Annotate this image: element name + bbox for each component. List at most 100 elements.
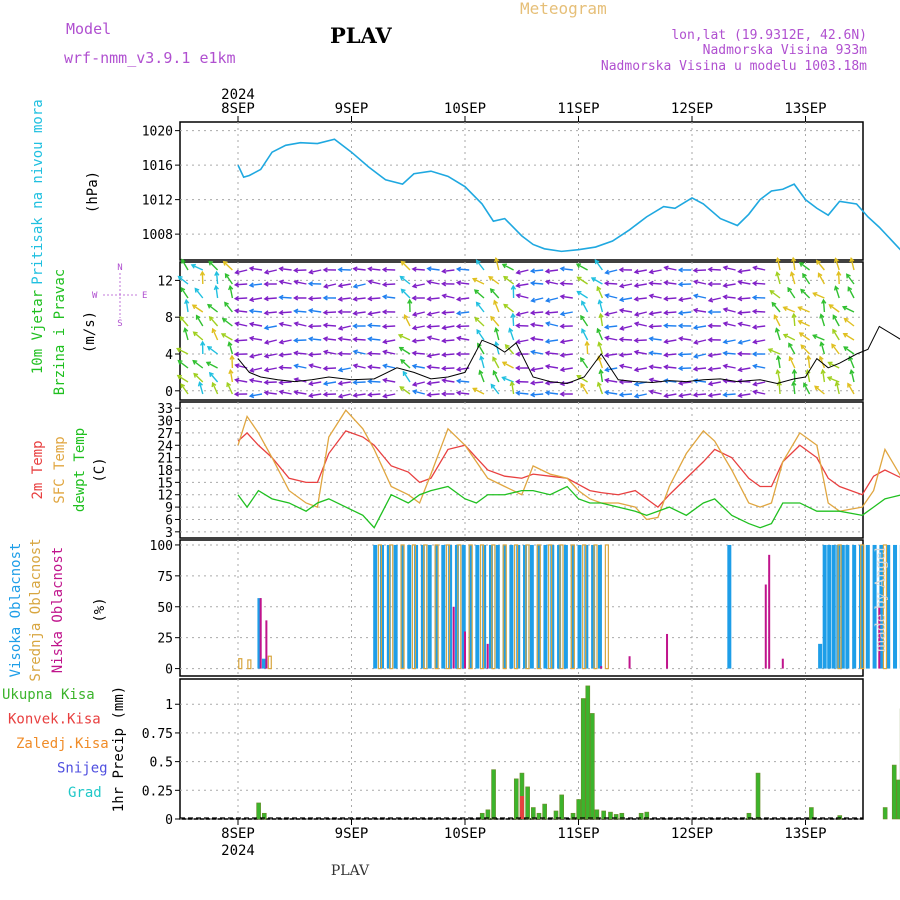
wind-arrow xyxy=(338,325,351,330)
wind-arrow xyxy=(560,282,573,285)
y-tick-label: 24 xyxy=(157,439,173,454)
wind-arrow xyxy=(192,360,204,369)
wind-arrow-head xyxy=(833,257,839,263)
wind-arrow xyxy=(777,356,781,369)
wind-arrow xyxy=(620,325,633,330)
wind-arrow-head xyxy=(263,295,269,302)
wind-arrow xyxy=(368,267,381,271)
wind-arrow-head xyxy=(293,350,299,356)
wind-arrow-head xyxy=(488,275,494,281)
wind-arrow xyxy=(516,283,529,287)
wind-arrow-head xyxy=(184,298,190,305)
wind-arrow-head xyxy=(618,296,625,303)
precip-bar-total xyxy=(513,778,519,820)
wind-arrow-head xyxy=(195,314,201,320)
wind-arrow xyxy=(457,380,470,383)
cloud-ylabel1: Visoka Oblacnost xyxy=(8,543,24,678)
wind-arrow-head xyxy=(515,390,521,396)
cloud-bar-high xyxy=(852,544,857,669)
wind-arrow-head xyxy=(490,315,496,321)
wind-arrow-head xyxy=(382,393,388,399)
cloud-bar-mid xyxy=(593,544,598,670)
wind-arrow xyxy=(191,264,204,271)
pressure-unit: (hPa) xyxy=(85,171,101,213)
cloud-bar-high xyxy=(557,544,562,669)
wind-arrow xyxy=(383,393,396,398)
wind-arrow xyxy=(803,383,811,395)
wind-arrow xyxy=(264,311,277,314)
wind-arrow-head xyxy=(337,282,343,289)
top-date-label: 10SEP xyxy=(444,101,486,117)
cloud-bar-mid xyxy=(479,544,485,670)
wind-arrow xyxy=(708,297,721,302)
wind-arrow-head xyxy=(307,295,314,302)
wind-arrow xyxy=(235,339,248,342)
wind-arrow xyxy=(708,353,721,357)
wind-arrow-head xyxy=(782,306,788,312)
wind-arrow-head xyxy=(181,258,186,264)
cloud-bar-high xyxy=(261,658,266,669)
wind-arrow xyxy=(664,266,677,271)
wind-arrow-head xyxy=(397,333,404,339)
wind-arrow xyxy=(832,315,840,327)
wind-arrow xyxy=(427,280,440,285)
wind-arrow-head xyxy=(367,296,373,302)
wind-arrow-head xyxy=(737,366,743,373)
wind-arrow-head xyxy=(476,329,482,335)
wind-arrow xyxy=(723,266,736,271)
wind-arrow-head xyxy=(598,312,604,319)
compass-west: W xyxy=(92,291,98,301)
wind-arrow xyxy=(723,308,736,313)
wind-arrow xyxy=(353,393,366,397)
wind-arrow-head xyxy=(751,308,758,315)
wind-arrow xyxy=(229,370,234,383)
wind-arrow-head xyxy=(278,352,284,358)
y-tick-label: 1 xyxy=(165,698,173,713)
cloud-bar-mid xyxy=(377,544,382,670)
wind-arrow xyxy=(383,350,396,355)
wind-arrow-head xyxy=(337,296,343,302)
wind-arrow xyxy=(516,269,529,274)
wind-arrow xyxy=(427,353,440,357)
wind-arrow-head xyxy=(441,391,447,397)
wind-arrow-head xyxy=(580,356,585,363)
cloud-bar-high xyxy=(407,544,412,669)
wind-arrow xyxy=(353,381,366,384)
wind-arrow xyxy=(400,359,411,369)
wind-arrow-head xyxy=(803,382,808,388)
wind-arrow-head xyxy=(619,325,625,331)
wind-arrow xyxy=(368,338,381,341)
wind-arrow xyxy=(580,383,589,395)
wind-arrow xyxy=(383,283,396,286)
wind-arrow xyxy=(338,381,351,385)
wind-arrow-head xyxy=(367,279,373,285)
wind-arrow xyxy=(753,325,766,329)
wind-arrow xyxy=(619,338,633,341)
wind-arrow-head xyxy=(233,337,240,344)
wind-arrow xyxy=(412,283,425,288)
pressure-series-line xyxy=(237,138,900,253)
wind-arrow xyxy=(427,311,440,316)
wind-arrow xyxy=(383,364,396,369)
wind-arrow xyxy=(215,271,219,285)
wind-arrow xyxy=(338,337,351,341)
wind-arrow xyxy=(196,315,204,327)
precip-bar-total xyxy=(590,713,595,820)
wind-arrow-head xyxy=(403,314,409,320)
wind-arrow xyxy=(843,333,855,341)
wind-arrow xyxy=(664,339,677,343)
wind-arrow-head xyxy=(663,393,669,399)
wind-arrow-head xyxy=(477,342,482,348)
precip-bar-total xyxy=(613,814,619,820)
wind-arrow-head xyxy=(176,374,182,380)
wind-arrow xyxy=(193,331,204,341)
wind-arrow-head xyxy=(834,380,840,387)
wind-arrow-head xyxy=(618,352,624,358)
wind-arrow xyxy=(619,353,633,356)
cloud-bar-high xyxy=(461,544,466,669)
precip-bar-total xyxy=(896,779,900,820)
y-tick-label: 9 xyxy=(165,501,173,516)
wind-arrow-head xyxy=(322,322,328,328)
wind-arrow xyxy=(597,382,604,395)
wind-arrow xyxy=(309,269,322,274)
